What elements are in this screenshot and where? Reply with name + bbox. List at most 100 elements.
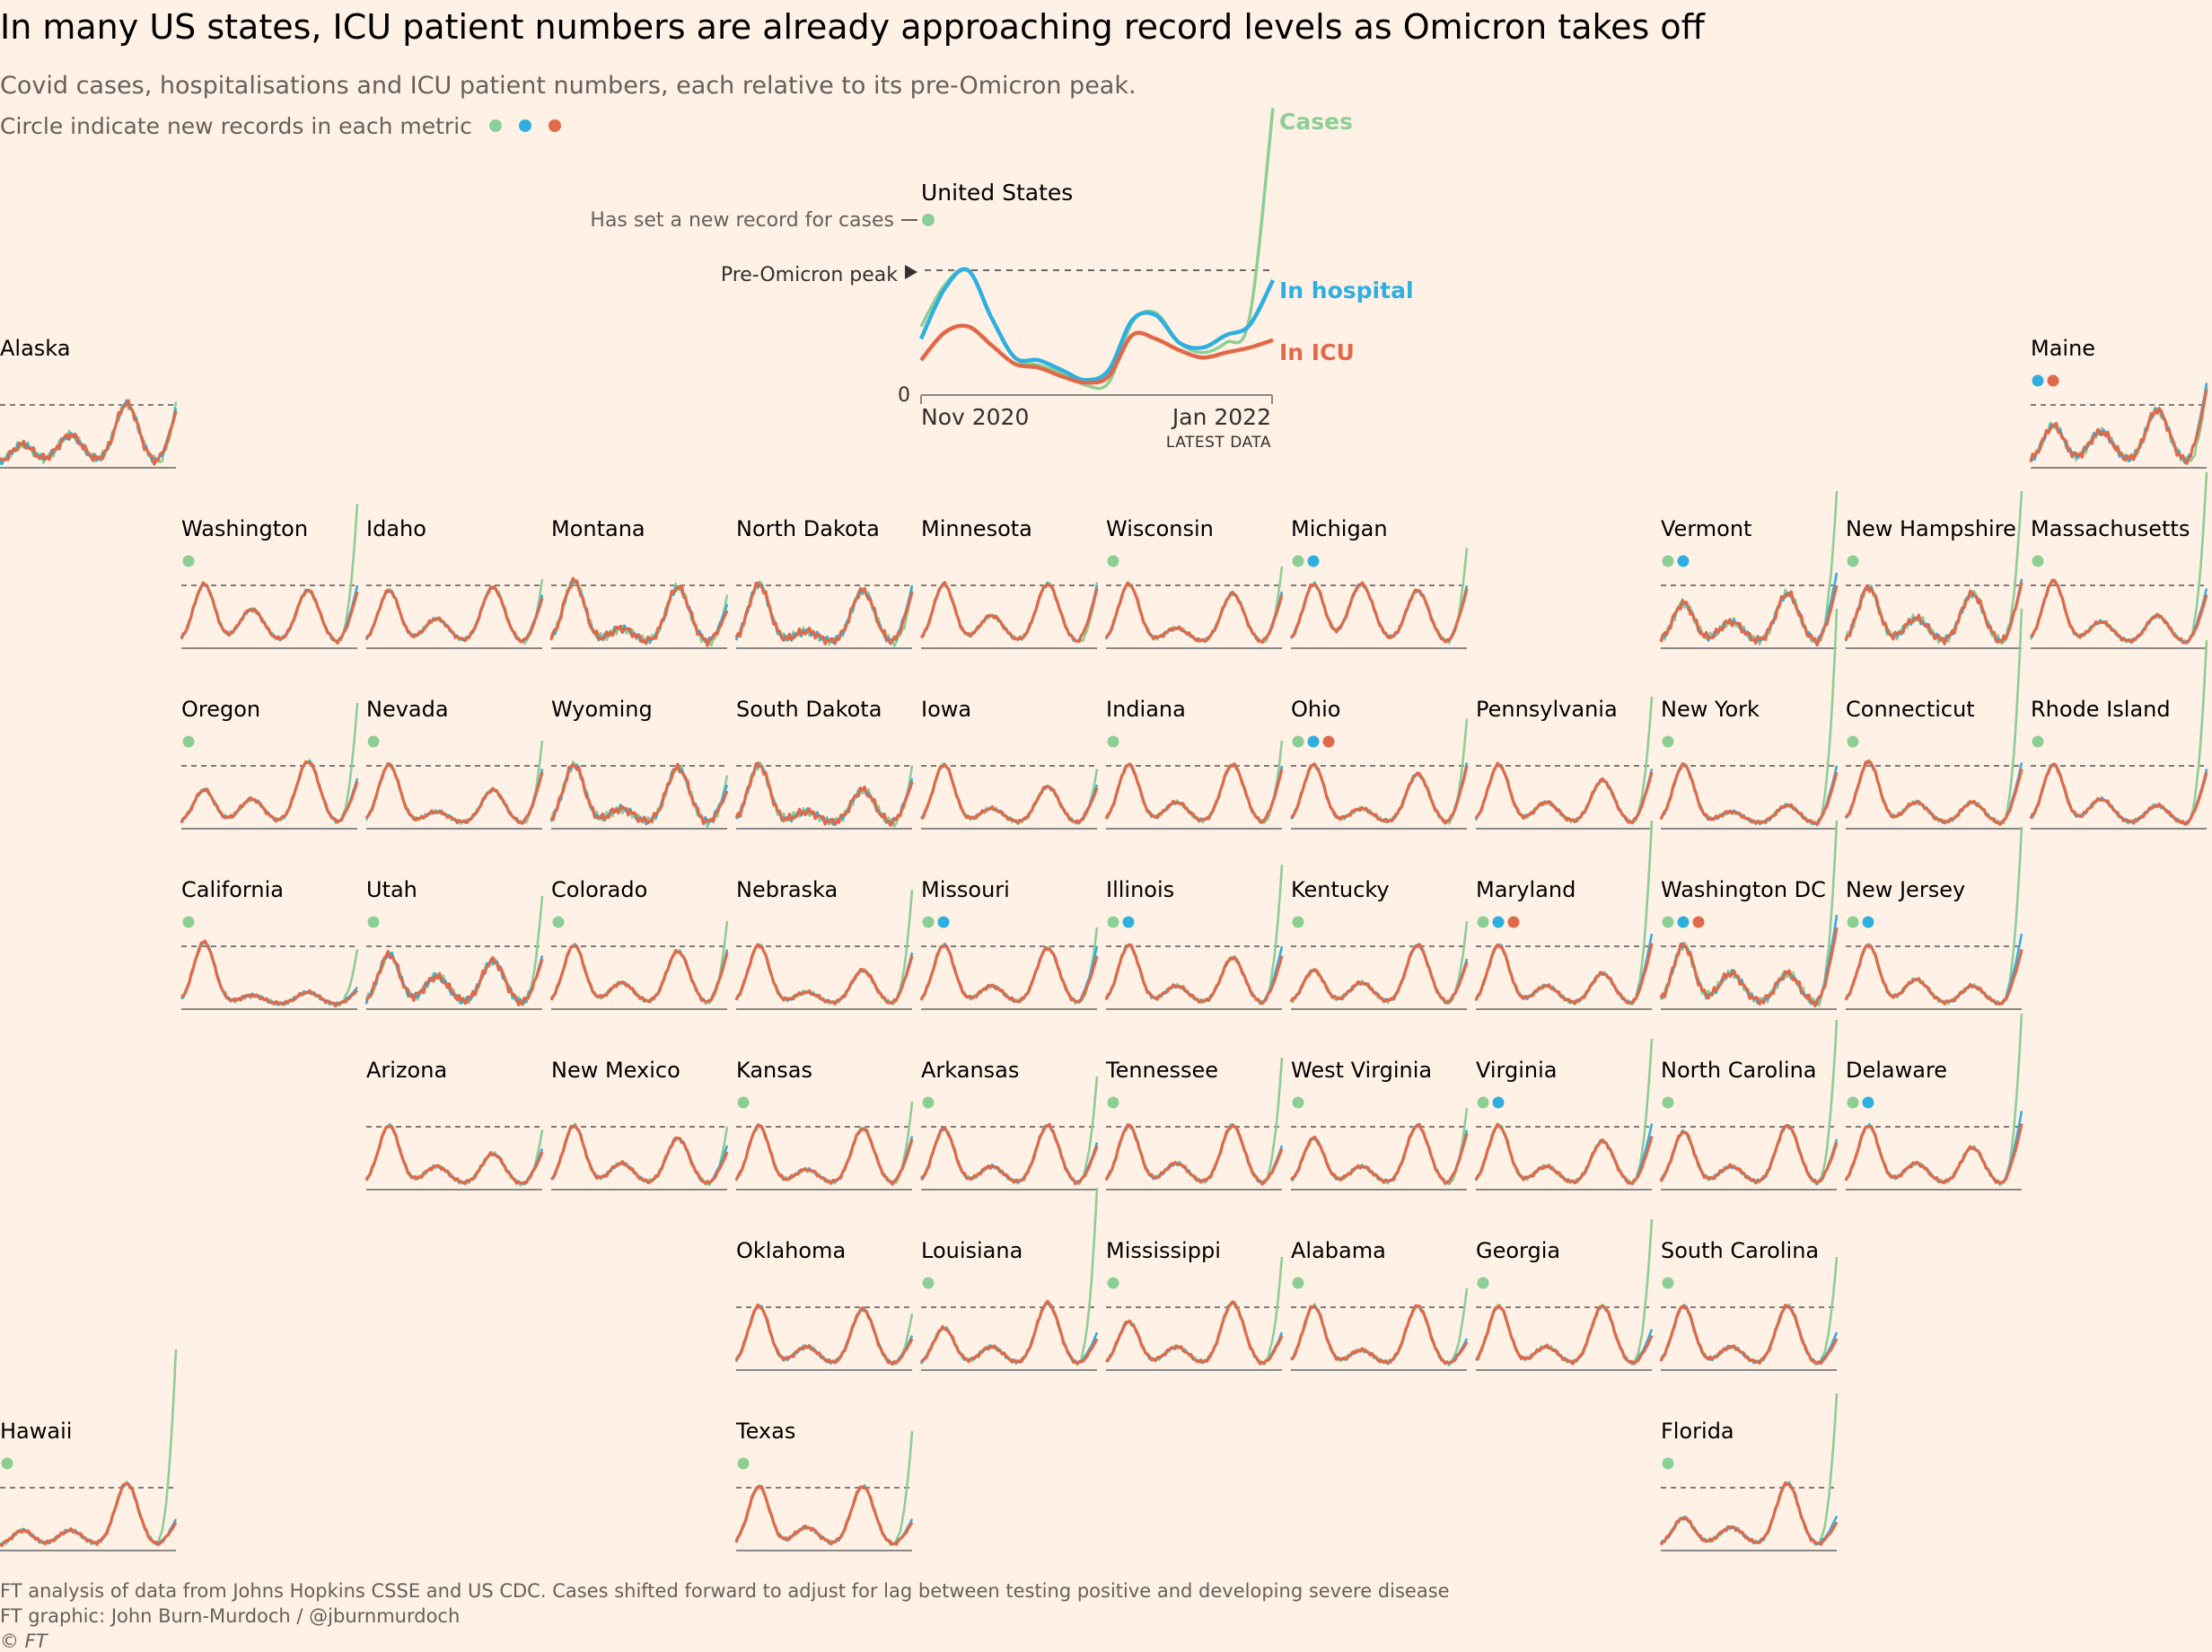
- icu-series-line: [180, 760, 359, 824]
- icu-series-line: [734, 1123, 914, 1186]
- state-name-label: Washington DC: [1661, 877, 1826, 902]
- cases-series-line: [1660, 1393, 1839, 1546]
- hospital-record-marker: [2032, 374, 2044, 387]
- panel-mississippi: Mississippi: [1105, 1238, 1284, 1371]
- hospital-series-line: [1290, 762, 1469, 823]
- panel-alabama: Alabama: [1290, 1238, 1469, 1371]
- panel-arkansas: Arkansas: [919, 1058, 1099, 1191]
- cases-record-marker: [1107, 1277, 1119, 1289]
- cases-record-dot: [488, 119, 502, 132]
- cases-series-line: [2030, 639, 2208, 825]
- icu-series-line: [1289, 1122, 1469, 1185]
- panel-kansas: Kansas: [734, 1058, 914, 1191]
- icu-series-line: [1290, 1304, 1469, 1366]
- hospital-series-line: [1659, 762, 1839, 826]
- icu-series-line: [1844, 760, 2023, 826]
- panel-oklahoma: Oklahoma: [734, 1238, 914, 1371]
- panel-alaska: Alaska: [0, 336, 178, 469]
- icu-series-line: [919, 323, 1274, 385]
- state-name-label: Oklahoma: [736, 1238, 846, 1263]
- panel-nevada: Nevada: [364, 697, 544, 830]
- icu-series-line: [734, 943, 914, 1006]
- state-name-label: New York: [1661, 697, 1760, 722]
- chart-subtitle: Covid cases, hospitalisations and ICU pa…: [0, 72, 1137, 100]
- cases-record-marker: [1847, 916, 1859, 928]
- hospital-record-marker: [1677, 916, 1690, 928]
- icu-series-line: [1290, 581, 1469, 644]
- hospital-series-line: [364, 1123, 544, 1185]
- panel-south-carolina: South Carolina: [1659, 1238, 1839, 1371]
- icu-series-line: [919, 581, 1099, 643]
- hospital-series-line: [1474, 1123, 1654, 1185]
- icu-series-line: [1104, 581, 1284, 644]
- cases-series-line: [919, 108, 1275, 391]
- icu-series-line: [0, 399, 178, 466]
- cases-record-marker: [2032, 735, 2044, 748]
- cases-series-line: [364, 740, 544, 825]
- icu-series-label: In ICU: [1279, 339, 1355, 365]
- cases-series-line: [550, 920, 729, 1006]
- state-name-label: West Virginia: [1291, 1058, 1432, 1083]
- cases-record-marker: [552, 916, 565, 928]
- state-name-label: Massachusetts: [2031, 516, 2190, 541]
- panel-wyoming: Wyoming: [549, 697, 729, 830]
- state-name-label: Kentucky: [1291, 877, 1390, 902]
- hospital-record-marker: [937, 916, 950, 928]
- state-name-label: Montana: [551, 516, 645, 541]
- cases-record-marker: [922, 916, 935, 928]
- state-name-label: North Dakota: [736, 516, 880, 541]
- hospital-series-line: [920, 762, 1099, 824]
- panel-washington: Washington: [180, 503, 359, 649]
- state-name-label: Maine: [2031, 336, 2095, 361]
- icu-series-line: [2029, 578, 2208, 645]
- panel-wisconsin: Wisconsin: [1104, 516, 1284, 649]
- icu-series-line: [364, 585, 544, 644]
- panel-colorado: Colorado: [549, 877, 729, 1010]
- panel-michigan: Michigan: [1289, 516, 1469, 649]
- state-name-label: Idaho: [366, 516, 426, 541]
- icu-series-line: [549, 762, 729, 825]
- state-name-label: Wisconsin: [1106, 516, 1214, 541]
- cases-record-marker: [922, 1096, 935, 1109]
- cases-record-marker: [182, 916, 195, 928]
- national-title-label: United States: [921, 180, 1073, 206]
- icu-series-line: [1474, 943, 1654, 1006]
- panel-south-dakota: South Dakota: [734, 697, 914, 830]
- hospital-series-line: [734, 945, 914, 1005]
- latest-data-label: LATEST DATA: [1166, 434, 1271, 452]
- panel-montana: Montana: [549, 516, 729, 649]
- state-name-label: Michigan: [1291, 516, 1388, 541]
- cases-record-marker: [1107, 735, 1119, 748]
- copyright: © FT: [0, 1630, 48, 1652]
- icu-series-line: [549, 945, 729, 1004]
- icu-series-line: [1104, 943, 1284, 1006]
- cases-series-line: [1105, 1256, 1284, 1366]
- panel-georgia: Georgia: [1475, 1218, 1654, 1371]
- icu-record-marker: [1507, 916, 1520, 928]
- cases-record-marker: [182, 555, 195, 567]
- state-name-label: Alabama: [1291, 1238, 1386, 1263]
- icu-series-line: [1104, 762, 1284, 824]
- cases-series-line: [1104, 566, 1284, 645]
- cases-record-marker: [2032, 555, 2044, 567]
- icu-series-line: [920, 1299, 1099, 1366]
- panel-maine: Maine: [2029, 336, 2208, 469]
- panel-rhode-island: Rhode Island: [2029, 639, 2208, 830]
- cases-series-line: [1105, 740, 1284, 824]
- cases-record-marker: [1847, 555, 1859, 567]
- icu-series-line: [549, 576, 729, 647]
- cases-series-line: [1659, 490, 1839, 646]
- icu-series-line: [919, 945, 1099, 1004]
- icu-series-line: [1290, 762, 1469, 825]
- icu-series-line: [1474, 761, 1654, 825]
- hospital-series-line: [734, 1123, 914, 1186]
- panel-north-dakota: North Dakota: [734, 516, 914, 649]
- cases-record-marker: [367, 916, 380, 928]
- icu-series-line: [920, 763, 1099, 825]
- cases-series-line: [1474, 820, 1654, 1006]
- y-zero-label: 0: [898, 384, 910, 407]
- cases-record-marker: [1662, 1277, 1674, 1289]
- x-start-label: Nov 2020: [921, 404, 1029, 430]
- hospital-series-line: [364, 762, 544, 824]
- icu-record-dot: [548, 119, 561, 132]
